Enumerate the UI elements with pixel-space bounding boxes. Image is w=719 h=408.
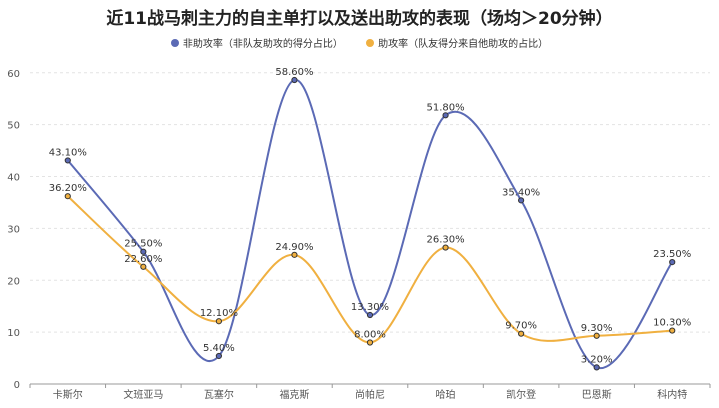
x-tick-label: 科内特	[657, 388, 687, 401]
x-tick-label: 尚帕尼	[355, 388, 385, 401]
series-assist-rate-point	[518, 330, 525, 337]
series-non-assist-rate-point	[669, 258, 676, 266]
y-tick-label: 10	[7, 328, 20, 339]
series-assist-rate-point	[291, 251, 298, 258]
series-non-assist-rate-data-label: 51.80%	[426, 102, 464, 113]
x-tick-label: 瓦塞尔	[204, 388, 234, 401]
series-assist-rate-point	[669, 327, 676, 334]
series-non-assist-rate-point	[518, 197, 525, 204]
chart-title: 近11战马刺主力的自主单打以及送出助攻的表现（场均＞20分钟）	[106, 9, 613, 29]
legend-marker-assist	[366, 38, 375, 47]
legend-label-assist: 助攻率（队友得分来自他助攻的占比）	[378, 39, 549, 50]
series-non-assist-rate-data-label: 58.60%	[275, 67, 313, 78]
y-tick-label: 40	[7, 173, 20, 184]
series-assist-rate-data-label: 26.30%	[426, 235, 464, 246]
x-tick-label: 福克斯	[279, 388, 309, 401]
series-non-assist-rate-data-label: 5.40%	[203, 343, 235, 354]
x-tick-label: 卡斯尔	[53, 388, 83, 401]
series-assist-rate-point	[366, 339, 374, 346]
series-non-assist-rate-point	[291, 76, 298, 84]
series-assist-rate-point	[442, 244, 449, 251]
series-non-assist-rate-point	[140, 248, 147, 255]
series-assist-rate-data-label: 9.70%	[505, 321, 537, 332]
series-assist-rate-data-label: 12.10%	[200, 308, 238, 319]
series-non-assist-rate-data-label: 13.30%	[351, 302, 389, 313]
series-assist-rate-data-label: 22.60%	[124, 254, 162, 265]
series-assist-rate-line	[67, 195, 673, 344]
y-tick-label: 20	[7, 276, 20, 287]
series-non-assist-rate-point	[593, 364, 600, 371]
series-assist-rate-point	[140, 263, 147, 270]
y-tick-label: 0	[14, 380, 20, 391]
series-non-assist-rate-line	[67, 79, 674, 369]
y-tick-label: 60	[7, 69, 20, 80]
series-assist-rate-point	[64, 193, 71, 200]
series-non-assist-rate-data-label: 3.20%	[581, 354, 613, 365]
legend: 非助攻率（非队友助攻的得分占比） 助攻率（队友得分来自他助攻的占比）	[0, 35, 719, 50]
series-non-assist-rate-point	[215, 352, 222, 360]
series-non-assist-rate-point	[366, 311, 374, 319]
x-tick-label: 哈珀	[436, 388, 456, 401]
series-assist-rate-point	[215, 318, 222, 325]
series-assist-rate-data-label: 9.30%	[581, 323, 613, 334]
series-non-assist-rate-data-label: 23.50%	[653, 249, 691, 260]
legend-label-non-assist: 非助攻率（非队友助攻的得分占比）	[182, 39, 343, 50]
series-non-assist-rate-point	[442, 112, 449, 119]
x-tick-label: 巴恩斯	[582, 388, 612, 401]
y-tick-label: 30	[7, 224, 20, 235]
series-assist-rate-data-label: 36.20%	[49, 183, 87, 194]
x-tick-label: 凯尔登	[506, 388, 536, 401]
series-assist-rate-data-label: 10.30%	[653, 318, 691, 329]
legend-item-non-assist[interactable]: 非助攻率（非队友助攻的得分占比）	[170, 35, 343, 50]
series-non-assist-rate-data-label: 43.10%	[49, 147, 87, 158]
series-assist-rate-data-label: 24.90%	[275, 242, 313, 253]
y-tick-label: 50	[7, 121, 20, 132]
legend-marker-non-assist	[170, 38, 179, 47]
series-assist-rate-data-label: 8.00%	[354, 330, 386, 341]
legend-item-assist[interactable]: 助攻率（队友得分来自他助攻的占比）	[366, 35, 548, 50]
series-non-assist-rate-data-label: 35.40%	[502, 187, 540, 198]
series-non-assist-rate-data-label: 25.50%	[124, 239, 162, 250]
series-assist-rate-point	[593, 332, 600, 339]
x-tick-label: 文班亚马	[123, 388, 163, 401]
series-non-assist-rate-point	[64, 157, 71, 164]
